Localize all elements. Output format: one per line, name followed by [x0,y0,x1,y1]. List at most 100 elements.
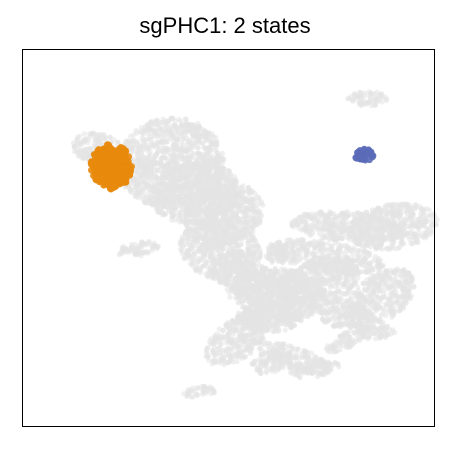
background-cell-point [305,270,311,276]
background-cell-point [178,140,184,146]
background-cell-point [337,320,343,326]
background-cell-point [248,255,254,261]
background-cell-point [136,187,142,193]
background-cell-point [320,276,326,282]
background-cell-point [148,134,154,140]
background-cell-point [208,147,214,153]
points-layer [70,89,440,400]
background-cell-point [234,295,240,301]
background-cell-point [400,293,406,299]
background-cell-point [155,208,161,214]
background-cell-point [137,155,143,161]
background-cell-point [281,297,288,303]
background-cell-point [170,123,176,129]
background-cell-point [192,200,198,206]
background-cell-point [214,152,221,158]
background-cell-point [299,302,305,308]
background-cell-point [161,129,167,135]
background-cell-point [182,232,188,238]
background-cell-point [137,182,143,188]
background-cell-point [200,222,206,228]
background-cell-point [151,142,157,148]
background-cell-point [184,135,190,141]
background-cell-point [244,295,250,301]
background-cell-point [403,298,409,304]
background-cell-point [182,148,188,154]
background-cell-point [173,206,179,212]
background-cell-point [152,131,158,137]
background-cell-point [220,239,226,245]
background-cell-point [223,184,229,190]
background-cell-point [211,271,217,277]
background-cell-point [191,174,197,180]
background-cell-point [319,291,326,297]
background-cell-point [183,121,189,127]
background-cell-point [304,305,310,311]
background-cell-point [241,266,247,272]
background-cell-point [170,193,176,199]
background-cell-point [246,247,252,253]
background-cell-point [142,197,148,203]
background-cell-point [398,281,405,288]
background-cell-point [196,177,202,183]
background-cell-point [154,121,160,127]
background-cell-point [198,132,204,138]
background-cell-point [251,209,257,215]
background-cell-point [141,181,147,187]
background-cell-point [219,204,225,210]
background-cell-point [311,303,317,309]
background-cell-point [100,131,106,137]
background-cell-point [336,312,342,318]
background-cell-point [196,248,202,254]
background-cell-point [257,217,263,223]
background-cell-point [222,275,228,281]
background-cell-point [206,233,212,239]
background-cell-point [245,205,251,211]
background-cell-point [107,134,113,140]
background-cell-point [319,316,325,322]
background-cell-point [161,134,167,140]
background-cell-point [247,190,253,196]
background-cell-point [349,309,355,315]
background-cell-point [175,148,181,154]
background-cell-point [245,184,251,190]
background-cell-point [387,306,393,312]
background-cell-point [186,126,192,132]
background-cell-point [245,240,251,246]
background-cell-point [397,272,403,278]
background-cell-point [187,161,193,167]
background-cell-point [251,242,257,248]
background-cell-point [76,152,82,158]
background-cell-point [155,191,161,197]
background-cell-point [197,270,203,276]
background-cell-point [177,168,183,174]
background-cell-point [181,183,187,189]
background-cell-point [251,196,257,202]
background-cell-point [86,136,92,142]
background-cell-point [145,174,151,181]
background-cell-point [227,222,233,228]
background-cell-point [216,231,222,237]
background-cell-point [301,279,307,286]
background-cell-point [255,212,261,218]
background-cell-point [227,260,233,266]
background-cell-point [115,139,121,145]
background-cell-point [238,285,244,291]
background-cell-point [222,260,228,266]
background-cell-point [239,209,245,215]
background-cell-point [215,209,221,215]
background-cell-point [409,278,415,284]
background-cell-point [251,237,257,244]
background-cell-point [247,288,253,294]
background-cell-point [363,318,369,324]
background-cell-point [372,315,378,321]
background-cell-point [199,168,206,174]
background-cell-point [296,269,302,275]
background-cell-point [217,185,223,191]
background-cell-point [111,137,117,143]
background-cell-point [134,130,140,136]
background-cell-point [228,208,234,214]
background-cell-point [221,217,227,223]
background-cell-point [355,284,361,290]
